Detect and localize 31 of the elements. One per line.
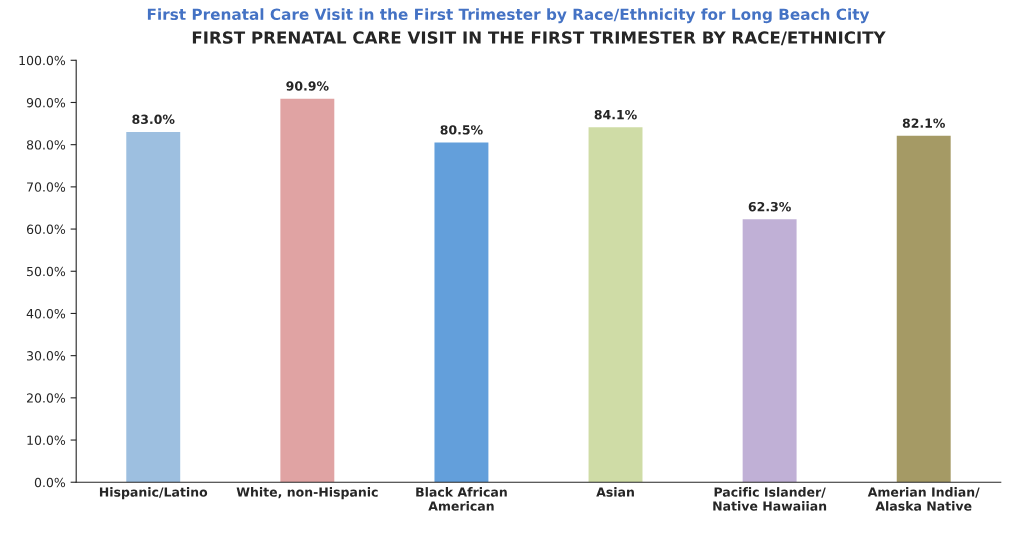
text: First Prenatal Care Visit in the First Trimester by Race/Ethnicity for Long Beach City [147, 8, 870, 24]
data-label: 84.1% [594, 109, 637, 120]
y-tick-label: 90.0% [26, 97, 66, 108]
data-label: 62.3% [748, 201, 791, 212]
x-tick-label: Black African American [416, 487, 507, 511]
y-tick-label: 30.0% [27, 351, 66, 361]
data-label: 90.9% [286, 81, 329, 91]
y-tick-label: 70.0% [27, 182, 66, 192]
bar [588, 127, 643, 483]
y-tick-label: 40.0% [26, 308, 66, 319]
bar [280, 98, 335, 483]
x-tick-label: White, non-Hispanic [236, 487, 378, 500]
x-tick-label: Hispanic/Latino [99, 487, 208, 500]
data-label: 82.1% [902, 118, 945, 128]
x-tick-label: Pacific Islander/ Native Hawaiian [713, 487, 827, 511]
data-label: 83.0% [132, 114, 175, 125]
x-tick-label: Asian [596, 487, 634, 497]
bar [126, 132, 181, 483]
y-tick-label: 80.0% [26, 140, 66, 150]
y-tick-label: 60.0% [26, 224, 66, 234]
data-label: 80.5% [440, 125, 483, 135]
bar [896, 135, 951, 483]
y-tick-label: 10.0% [27, 435, 66, 445]
bar [742, 219, 797, 483]
y-tick-label: 50.0% [27, 266, 66, 277]
bar [434, 142, 489, 483]
y-tick-label: 0.0% [34, 477, 66, 488]
x-tick-label: Amerian Indian/ Alaska Native [867, 487, 980, 511]
y-tick-label: 100.0% [19, 55, 66, 66]
chart-title: FIRST PRENATAL CARE VISIT IN THE FIRST TRIMESTER BY RACE/ETHNICITY [192, 31, 886, 46]
y-tick-label: 20.0% [26, 393, 66, 403]
